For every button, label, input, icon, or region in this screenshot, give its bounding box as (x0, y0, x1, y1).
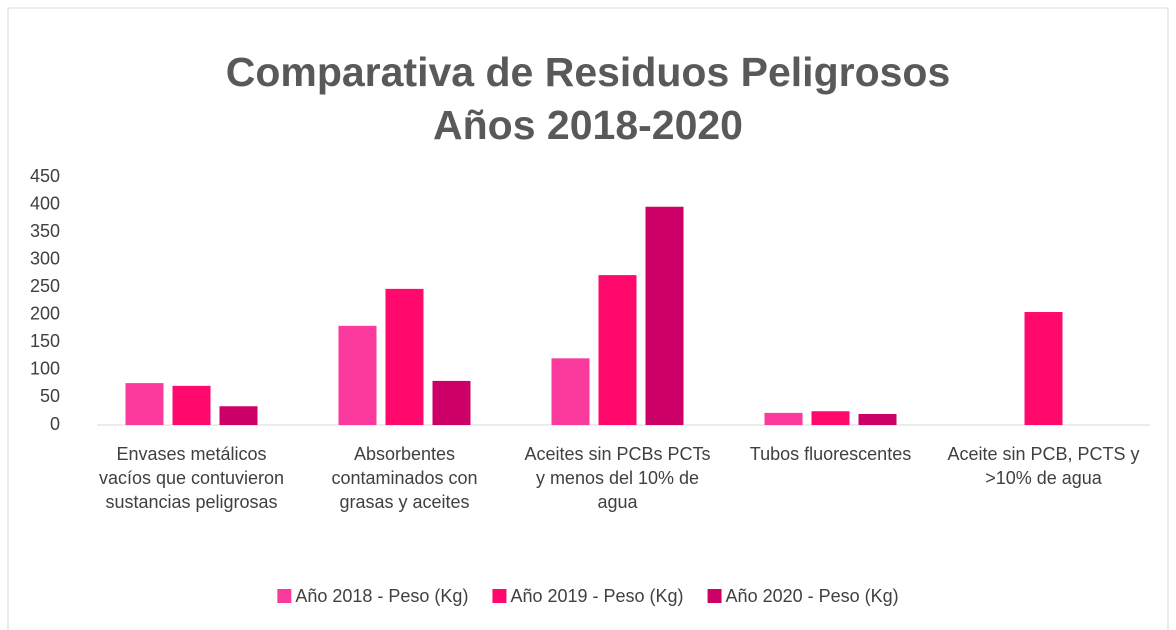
y-tick-label: 300 (30, 248, 60, 268)
x-tick-label: Tubos fluorescentes (750, 444, 911, 464)
x-tick-line: sustancias peligrosas (105, 492, 277, 512)
x-tick-line: Aceite sin PCB, PCTS y (947, 444, 1139, 464)
y-tick-label: 0 (50, 414, 60, 434)
x-tick-line: contaminados con (331, 468, 477, 488)
bar (764, 412, 803, 425)
bar (858, 413, 897, 425)
bar (125, 383, 164, 425)
legend-swatch (277, 589, 292, 603)
chart-title: Comparativa de Residuos Peligrosos (226, 49, 951, 95)
bar (1024, 312, 1063, 425)
x-tick-line: Aceites sin PCBs PCTs (524, 444, 710, 464)
x-tick-line: Absorbentes (354, 444, 455, 464)
y-tick-label: 450 (30, 166, 60, 186)
y-tick-label: 250 (30, 276, 60, 296)
y-tick-label: 150 (30, 331, 60, 351)
y-tick-label: 100 (30, 359, 60, 379)
y-tick-label: 400 (30, 193, 60, 213)
bar (385, 288, 424, 425)
x-tick-line: vacíos que contuvieron (99, 468, 284, 488)
bar (598, 275, 637, 425)
x-tick-label: Envases metálicos vacíos que contuvieron s… (99, 444, 284, 512)
legend-swatch (492, 589, 507, 603)
x-tick-line: y menos del 10% de (536, 468, 699, 488)
x-tick-label: Aceite sin PCB, PCTS y >10% de agua (947, 444, 1139, 488)
y-tick-label: 350 (30, 221, 60, 241)
chart-title: Años 2018-2020 (433, 102, 743, 148)
bar (811, 411, 850, 425)
bar (172, 385, 211, 425)
legend-label: Año 2018 - Peso (Kg) (295, 586, 468, 606)
bar (219, 406, 258, 425)
legend: Año 2018 - Peso (Kg) Año 2019 - Peso (Kg)… (277, 586, 899, 606)
x-tick-label: Aceites sin PCBs PCTs y menos del 10% de a… (524, 444, 710, 512)
bar (338, 325, 377, 425)
x-tick-line: grasas y aceites (339, 492, 469, 512)
chart-border (7, 7, 1169, 630)
bar (551, 358, 590, 425)
legend-swatch (707, 589, 722, 603)
legend-label: Año 2020 - Peso (Kg) (726, 586, 899, 606)
x-tick-line: Envases metálicos (116, 444, 266, 464)
x-tick-line: >10% de agua (985, 468, 1103, 488)
x-tick-label: Absorbentes contaminados con grasas y acei… (331, 444, 477, 512)
y-tick-label: 200 (30, 304, 60, 324)
x-tick-line: agua (597, 492, 638, 512)
bar (432, 380, 471, 425)
x-tick-line: Tubos fluorescentes (750, 444, 911, 464)
legend-label: Año 2019 - Peso (Kg) (510, 586, 683, 606)
bar (645, 206, 684, 425)
y-tick-label: 50 (40, 386, 60, 406)
